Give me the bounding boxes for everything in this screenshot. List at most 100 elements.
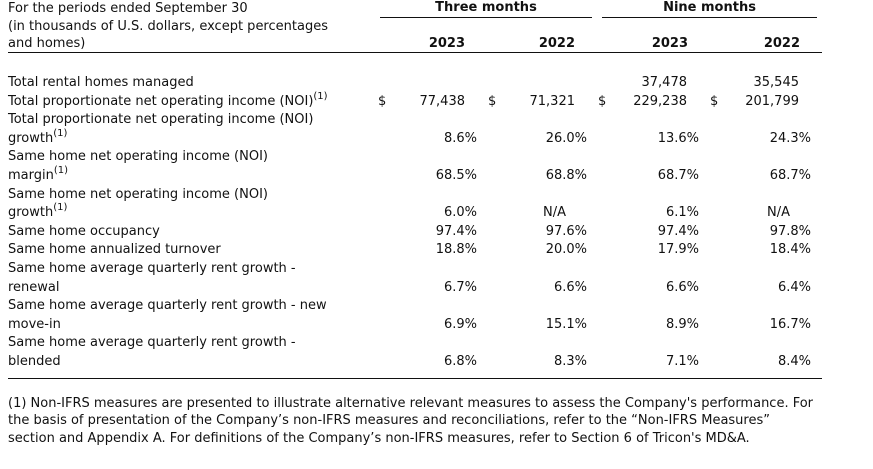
value-text: 71,321 — [529, 93, 576, 109]
table-row: Same home average quarterly rent growth … — [8, 334, 822, 371]
year-nine-2022: 2022 — [763, 36, 800, 51]
value-cell: 6.6% — [488, 279, 598, 298]
value-cell: 13.6% — [598, 130, 710, 149]
noi-table: For the periods ended September 30 (in t… — [8, 0, 822, 447]
value-cell: 97.4% — [598, 223, 710, 242]
footnote-ref: (1) — [313, 90, 328, 102]
value-text: 6.1% — [665, 205, 699, 221]
value-cell: 8.6% — [378, 130, 488, 149]
value-cell: 6.9% — [378, 316, 488, 335]
row-label: Same home annualized turnover — [8, 241, 378, 260]
value-cell: 6.1% — [598, 204, 710, 223]
value-cell: 35,545 — [710, 74, 822, 93]
header-caption-2: (in thousands of U.S. dollars, except pe… — [8, 19, 328, 34]
table-bottom-divider — [8, 377, 822, 379]
row-label-line: Total rental homes managed — [8, 75, 194, 90]
value-cell: 17.9% — [598, 241, 710, 260]
row-label-line: margin — [8, 167, 54, 183]
row-label: Same home net operating income (NOI) grow… — [8, 186, 378, 223]
value-text: 6.6% — [553, 279, 587, 295]
row-label: Same home average quarterly rent growth … — [8, 297, 378, 334]
value-cell: 68.7% — [710, 167, 822, 186]
header-caption-3: and homes) — [8, 36, 86, 51]
value-text: 18.4% — [769, 242, 811, 258]
value-cell: 6.8% — [378, 353, 488, 372]
year-nine-2023: 2023 — [651, 36, 688, 51]
value-cell: 8.3% — [488, 353, 598, 372]
value-cell: 6.4% — [710, 279, 822, 298]
table-row: Total proportionate net operating income… — [8, 111, 822, 148]
value-cell: N/A — [710, 204, 822, 223]
value-cell: 18.8% — [378, 241, 488, 260]
value-text: 8.3% — [553, 353, 587, 369]
value-text: 6.4% — [777, 279, 811, 295]
value-cell: 37,478 — [598, 74, 710, 93]
currency-symbol: $ — [598, 93, 607, 109]
value-cell: $201,799 — [710, 93, 822, 112]
value-text: 68.7% — [769, 167, 811, 183]
header-divider — [8, 52, 822, 53]
footnote-ref: (1) — [53, 127, 68, 139]
value-text: 68.8% — [545, 167, 587, 183]
value-text: 6.7% — [443, 279, 477, 295]
currency-symbol: $ — [378, 93, 387, 109]
value-cell: 16.7% — [710, 316, 822, 335]
row-label-line: Same home average quarterly rent growth … — [8, 298, 327, 314]
value-text: 6.9% — [443, 316, 477, 332]
value-text: 17.9% — [657, 242, 699, 258]
value-cell: N/A — [488, 204, 598, 223]
table-row: Total rental homes managed 37,478 35,545 — [8, 74, 822, 93]
year-three-2022: 2022 — [538, 36, 575, 51]
currency-symbol: $ — [488, 93, 497, 109]
row-label-line: Same home average quarterly rent growth … — [8, 260, 296, 276]
row-label-line: Same home annualized turnover — [8, 242, 221, 258]
value-cell: 6.0% — [378, 204, 488, 223]
value-text: 18.8% — [435, 242, 477, 258]
value-text: 13.6% — [657, 130, 699, 146]
value-text: 26.0% — [545, 130, 587, 146]
value-text: 20.0% — [545, 242, 587, 258]
value-cell: 68.7% — [598, 167, 710, 186]
row-label-line: growth — [8, 205, 54, 221]
table-row: Same home net operating income (NOI) grow… — [8, 186, 822, 223]
value-cell: $71,321 — [488, 93, 598, 112]
value-cell: 97.8% — [710, 223, 822, 242]
value-text: 15.1% — [545, 316, 587, 332]
header-caption-1: For the periods ended September 30 — [8, 1, 248, 16]
table-row: Same home occupancy 97.4% 97.6% 97.4% 97.8% — [8, 223, 822, 242]
row-label: Same home average quarterly rent growth … — [8, 334, 378, 371]
value-text: 8.6% — [443, 130, 477, 146]
value-cell: 20.0% — [488, 241, 598, 260]
value-text: 97.8% — [769, 223, 811, 239]
value-text: 68.5% — [435, 167, 477, 183]
value-cell: 24.3% — [710, 130, 822, 149]
row-label: Same home occupancy — [8, 223, 378, 242]
row-label-line: blended — [8, 353, 61, 369]
row-label-line: Same home average quarterly rent growth … — [8, 335, 296, 351]
value-text: N/A — [543, 205, 566, 221]
value-text: 97.6% — [545, 223, 587, 239]
value-cell: 68.5% — [378, 167, 488, 186]
value-text: N/A — [767, 205, 790, 221]
value-text: 68.7% — [657, 167, 699, 183]
footnote-ref: (1) — [53, 202, 68, 214]
table-row: Same home net operating income (NOI) marg… — [8, 148, 822, 185]
currency-symbol: $ — [710, 93, 719, 109]
table-row: Same home annualized turnover 18.8% 20.0% 1… — [8, 241, 822, 260]
value-cell: 97.6% — [488, 223, 598, 242]
value-text: 35,545 — [753, 75, 800, 90]
value-text: 97.4% — [657, 223, 699, 239]
group-three-months: Three months — [380, 0, 592, 18]
footnote-ref: (1) — [53, 164, 69, 176]
group-nine-months: Nine months — [602, 0, 817, 18]
value-cell: 68.8% — [488, 167, 598, 186]
value-text: 6.6% — [665, 279, 699, 295]
row-label-line: move-in — [8, 316, 61, 332]
row-label: Total proportionate net operating income… — [8, 111, 378, 148]
value-text: 201,799 — [745, 93, 799, 109]
value-text: 16.7% — [769, 316, 811, 332]
footnote: (1) Non-IFRS measures are presented to i… — [8, 395, 814, 446]
value-text: 37,478 — [641, 75, 688, 90]
table-row: Same home average quarterly rent growth … — [8, 297, 822, 334]
table-body: Total rental homes managed 37,478 35,545 To… — [8, 74, 822, 372]
